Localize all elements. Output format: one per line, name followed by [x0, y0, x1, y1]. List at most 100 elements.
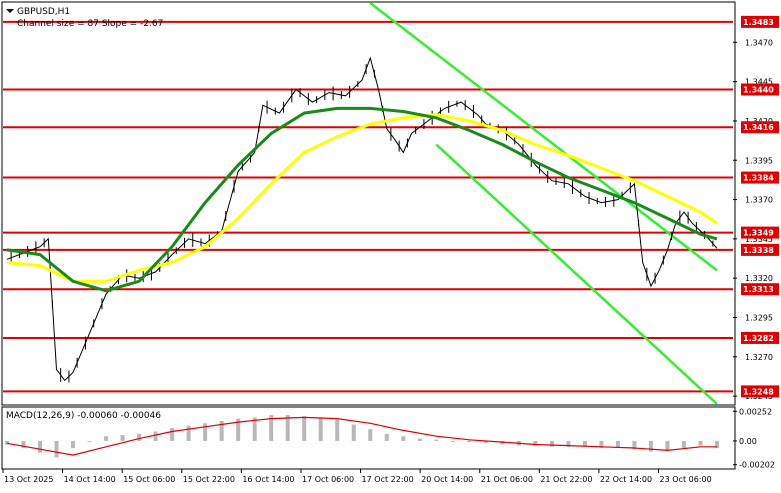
x-tick-label: 15 Oct 06:00 — [123, 475, 175, 484]
macd-histogram-bar — [665, 440, 670, 451]
level-label-1.3282: 1.3282 — [743, 334, 774, 343]
level-label-1.3248: 1.3248 — [743, 387, 774, 396]
macd-histogram-bar — [467, 440, 472, 443]
level-label-1.3313: 1.3313 — [743, 285, 774, 294]
level-label-box-1.3349 — [741, 226, 779, 239]
macd-histogram-bar — [104, 436, 109, 441]
moving-average-1 — [6, 106, 718, 293]
macd-histogram-bar — [533, 440, 538, 446]
macd-histogram-bar — [500, 440, 505, 445]
channel-line-0 — [369, 2, 718, 272]
y-tick-label: 1.3270 — [745, 353, 773, 362]
macd-signal-line — [6, 416, 717, 456]
macd-histogram-bar — [434, 439, 439, 441]
macd-histogram-bar — [269, 415, 274, 441]
macd-histogram-bar — [252, 417, 257, 441]
x-tick-label: 23 Oct 06:00 — [660, 475, 712, 484]
macd-histogram-bar — [120, 435, 125, 441]
x-tick-label: 16 Oct 14:00 — [242, 475, 294, 484]
macd-histogram-bar — [632, 440, 637, 450]
macd-histogram-bar — [698, 440, 703, 446]
level-label-box-1.3338 — [741, 243, 779, 256]
x-tick-label: 22 Oct 14:00 — [600, 475, 652, 484]
macd-histogram-bar — [170, 428, 175, 441]
level-labels-layer: 1.3483 1.3440 1.3416 1.3384 1.3349 1.3338 1.33… — [741, 15, 779, 398]
y-tick-label: 1.3370 — [745, 196, 773, 205]
macd-histogram-bar — [302, 416, 307, 441]
level-label-box-1.3282 — [741, 331, 779, 344]
x-tick-label: 14 Oct 14:00 — [64, 475, 116, 484]
x-tick-label: 21 Oct 06:00 — [481, 475, 533, 484]
macd-y-tick-label: -0.00202 — [739, 461, 775, 470]
macd-layer: 0.00252 0.00 -0.00202 — [5, 407, 775, 470]
level-label-1.3440: 1.3440 — [743, 85, 774, 94]
level-label-1.3416: 1.3416 — [743, 123, 774, 132]
level-label-box-1.3313 — [741, 283, 779, 296]
macd-histogram-bar — [21, 440, 26, 448]
level-label-box-1.3416 — [741, 121, 779, 134]
level-label-box-1.3440 — [741, 83, 779, 96]
macd-histogram-bar — [549, 440, 554, 447]
macd-histogram-bar — [599, 440, 604, 448]
macd-histogram-bar — [38, 440, 43, 453]
macd-histogram-bar — [219, 420, 224, 441]
macd-histogram-bar — [236, 418, 241, 441]
macd-histogram-bar — [318, 417, 323, 441]
level-label-box-1.3384 — [741, 171, 779, 184]
macd-histogram-bar — [186, 425, 191, 441]
macd-histogram-bar — [648, 440, 653, 452]
macd-histogram-bar — [54, 440, 59, 458]
time-x-axis: 13 Oct 2025 14 Oct 14:00 15 Oct 06:00 15 Oc… — [2, 469, 712, 484]
level-label-1.3349: 1.3349 — [743, 229, 774, 238]
y-tick-label: 1.3470 — [745, 38, 773, 47]
channel-line-1 — [435, 143, 718, 405]
x-tick-label: 13 Oct 2025 — [4, 475, 53, 484]
macd-histogram-bar — [615, 440, 620, 448]
macd-histogram-bar — [681, 440, 686, 448]
macd-histogram-bar — [384, 433, 389, 441]
macd-histogram-bar — [285, 415, 290, 441]
chart-title: GBPUSD,H1 — [17, 7, 70, 17]
x-tick-label: 20 Oct 14:00 — [421, 475, 473, 484]
level-label-1.3384: 1.3384 — [743, 174, 774, 183]
macd-histogram-bar — [368, 429, 373, 441]
macd-histogram-bar — [71, 440, 76, 448]
macd-histogram-bar — [203, 423, 208, 441]
macd-histogram-bar — [566, 440, 571, 447]
chart-subtitle: Channel size = 87 Slope = -2.67 — [17, 19, 163, 29]
y-tick-label: 1.3320 — [745, 274, 773, 283]
macd-histogram-bar — [401, 436, 406, 441]
x-tick-label: 17 Oct 22:00 — [362, 475, 414, 484]
macd-histogram-bar — [137, 433, 142, 441]
channel-lines-layer — [369, 2, 718, 405]
y-tick-label: 1.3345 — [745, 235, 773, 244]
level-label-box-1.3248 — [741, 385, 779, 398]
y-tick-label: 1.3395 — [745, 156, 773, 165]
macd-histogram-bar — [351, 424, 356, 441]
macd-y-tick-label: 0.00 — [739, 437, 757, 446]
macd-histogram-bar — [450, 440, 455, 442]
macd-histogram-bar — [153, 431, 158, 441]
macd-title: MACD(12,26,9) -0.00060 -0.00046 — [6, 411, 161, 421]
macd-histogram-bar — [715, 440, 719, 448]
x-tick-label: 17 Oct 06:00 — [302, 475, 354, 484]
y-tick-label: 1.3295 — [745, 314, 773, 323]
moving-average-layer — [6, 106, 718, 293]
macd-histogram-bar — [582, 440, 587, 447]
x-tick-label: 21 Oct 22:00 — [540, 475, 592, 484]
level-label-1.3483: 1.3483 — [743, 18, 774, 27]
macd-histogram-bar — [335, 419, 340, 441]
level-label-1.3338: 1.3338 — [743, 246, 774, 255]
macd-histogram-bar — [417, 438, 422, 441]
levels-layer — [3, 20, 733, 393]
macd-y-tick-label: 0.00252 — [739, 407, 772, 416]
y-tick-label: 1.3445 — [745, 78, 773, 87]
macd-histogram-bar — [87, 440, 92, 442]
title-marker-icon — [6, 9, 14, 13]
x-tick-label: 15 Oct 22:00 — [183, 475, 235, 484]
macd-histogram-bar — [5, 440, 9, 445]
moving-average-0 — [6, 113, 718, 283]
macd-histogram-bar — [483, 440, 488, 444]
